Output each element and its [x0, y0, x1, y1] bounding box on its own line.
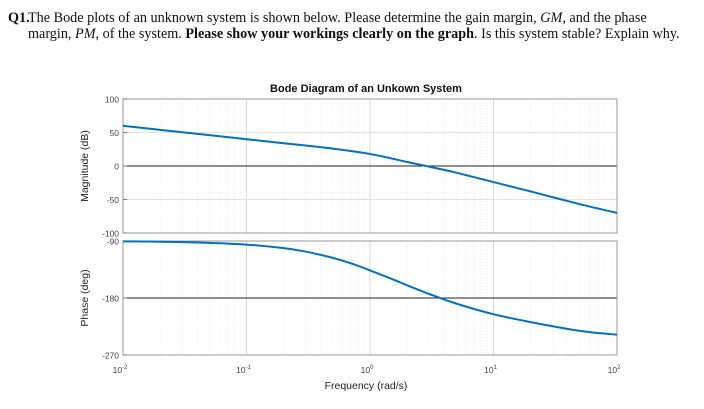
question-text-4: . Is this system stable? Explain why. — [474, 26, 680, 42]
question-text-1: The Bode plots of an unknown system is s… — [28, 10, 541, 26]
phase-margin-symbol: PM — [75, 26, 96, 42]
x-tick-base: 10 — [608, 365, 618, 375]
question-text-3: , of the system. — [95, 26, 186, 42]
question-number: Q1. — [8, 10, 30, 26]
question-text: The Bode plots of an unknown system is s… — [28, 10, 688, 42]
y-tick-label: 50 — [110, 128, 120, 138]
magnitude-series-line — [122, 124, 618, 214]
x-tick-label: 100 — [361, 365, 374, 375]
y-tick-label: -270 — [102, 351, 119, 361]
question-block: Q1. The Bode plots of an unknown system … — [8, 10, 688, 42]
x-tick-label: 102 — [608, 365, 621, 375]
y-tick-label: 100 — [105, 95, 119, 105]
x-axis-label: Frequency (rad/s) — [325, 380, 408, 392]
x-tick-exponent: -1 — [246, 365, 252, 371]
magnitude-y-axis-label: Magnitude (dB) — [79, 130, 91, 202]
y-tick-label: -50 — [107, 195, 120, 205]
x-tick-exponent: 2 — [617, 365, 621, 371]
question-emphasis: Please show your workings clearly on the… — [185, 26, 474, 42]
x-tick-exponent: 0 — [370, 365, 374, 371]
gain-margin-symbol: GM — [540, 10, 563, 26]
x-tick-base: 10 — [361, 365, 371, 375]
phase-y-axis-label: Phase (deg) — [79, 269, 91, 326]
y-tick-label: -90 — [107, 237, 120, 247]
y-tick-label: -180 — [102, 294, 119, 304]
x-tick-label: 10-1 — [236, 365, 251, 375]
x-tick-exponent: 1 — [494, 365, 498, 371]
x-tick-base: 10 — [113, 365, 123, 375]
chart-title: Bode Diagram of an Unkown System — [270, 83, 462, 95]
phase-panel: -90 -180 -270 Phase (deg) — [79, 237, 618, 361]
phase-series-line — [122, 240, 618, 336]
x-tick-label: 10-2 — [113, 365, 128, 375]
magnitude-panel: 100 50 0 -50 -100 Magnitude (dB) — [79, 95, 618, 239]
question-text-2: , and the phase margin, — [28, 10, 647, 42]
x-axis: 10-2 10-1 100 101 102 — [113, 365, 621, 375]
x-tick-base: 10 — [484, 365, 494, 375]
x-tick-base: 10 — [236, 365, 246, 375]
x-tick-label: 101 — [484, 365, 497, 375]
y-tick-label: -100 — [102, 229, 119, 239]
x-tick-exponent: -2 — [122, 365, 128, 371]
y-tick-label: 0 — [114, 162, 119, 172]
